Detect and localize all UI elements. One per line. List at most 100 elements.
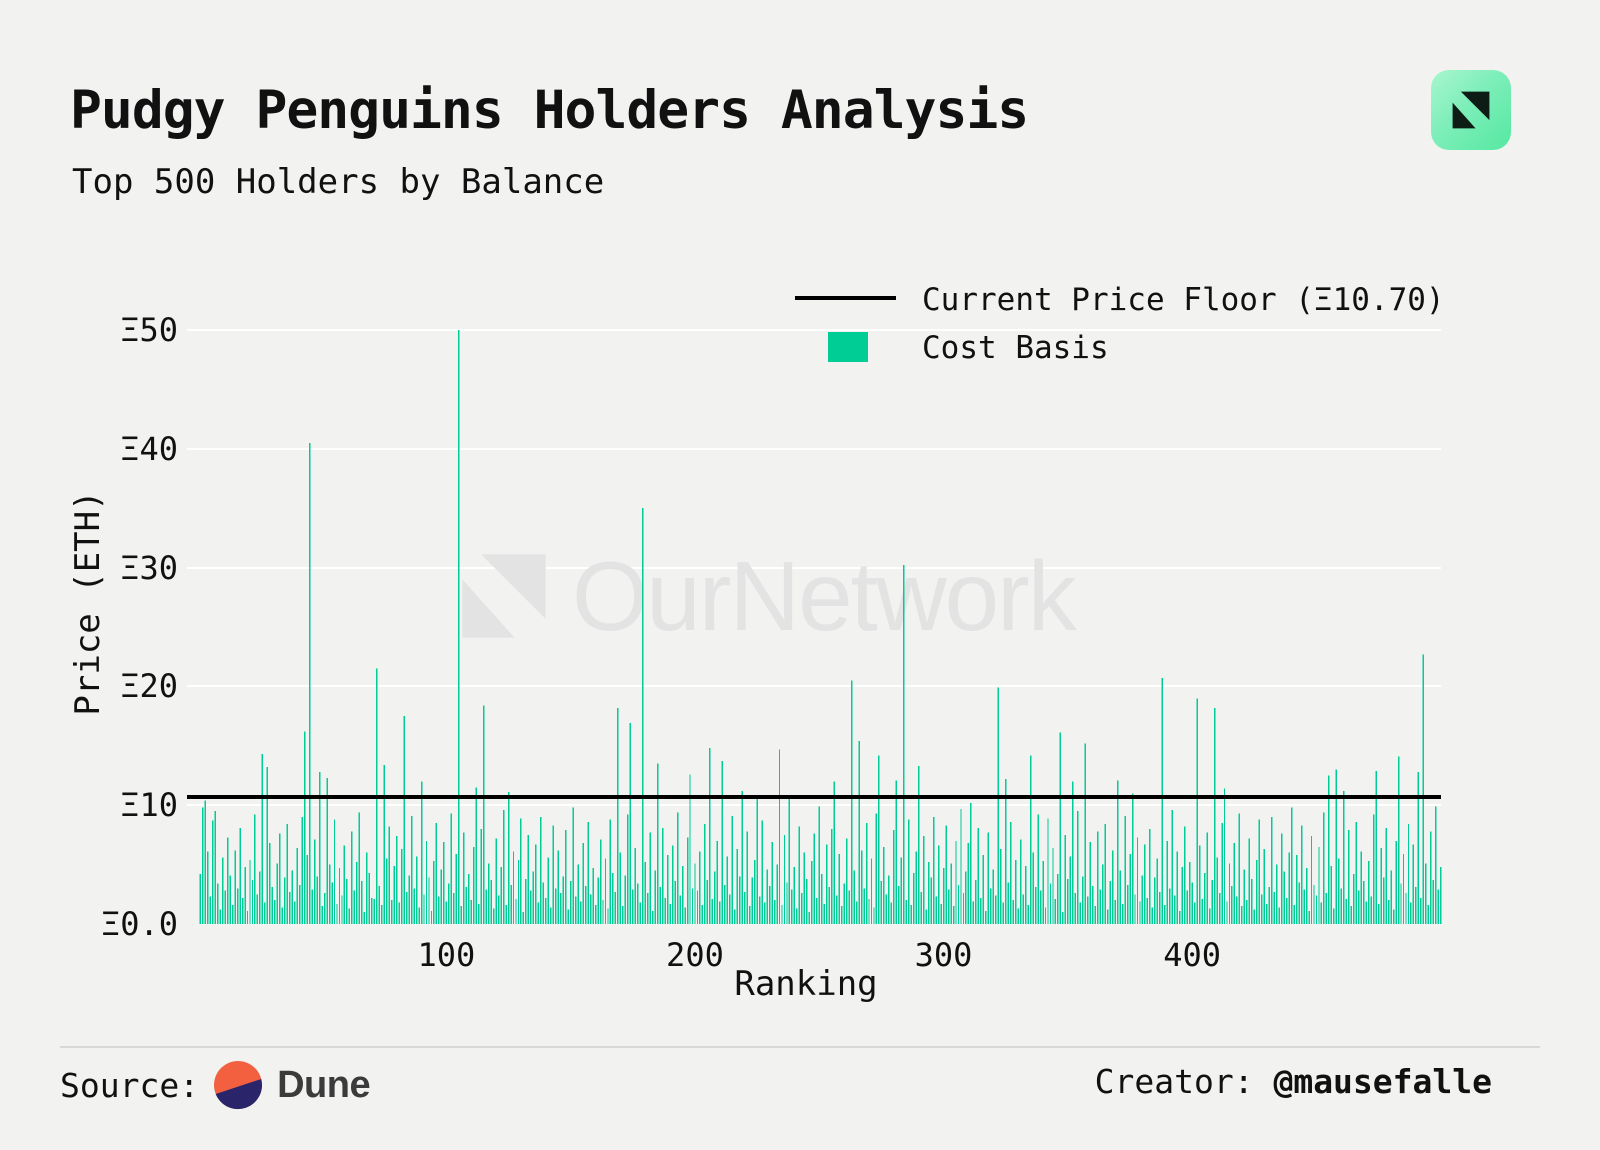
cost-basis-bar xyxy=(515,899,517,924)
watermark-glyph-icon xyxy=(462,554,546,638)
cost-basis-bar xyxy=(873,907,875,924)
cost-basis-bar xyxy=(674,881,676,924)
cost-basis-bar xyxy=(634,847,637,924)
cost-basis-bar xyxy=(224,890,226,924)
cost-basis-bar xyxy=(366,852,368,924)
cost-basis-bar xyxy=(1193,902,1196,924)
cost-basis-bar xyxy=(301,817,303,924)
cost-basis-bar xyxy=(413,888,415,924)
cost-basis-bar xyxy=(1082,876,1084,924)
cost-basis-bar xyxy=(768,885,771,924)
cost-basis-bar xyxy=(1002,902,1004,924)
cost-basis-bar xyxy=(1440,866,1442,924)
cost-basis-bar xyxy=(972,901,975,924)
cost-basis-bar xyxy=(1000,849,1002,924)
cost-basis-bar xyxy=(1288,852,1290,924)
cost-basis-bar xyxy=(323,893,326,924)
cost-basis-bar xyxy=(1161,678,1164,924)
x-tick-label: 400 xyxy=(1163,936,1222,974)
cost-basis-bar xyxy=(1290,807,1293,924)
cost-basis-bar xyxy=(331,882,333,924)
cost-basis-bar xyxy=(604,858,607,924)
cost-basis-bar xyxy=(378,885,380,924)
cost-basis-bar xyxy=(1325,893,1328,924)
cost-basis-bar xyxy=(443,842,445,924)
cost-basis-bar xyxy=(1246,900,1248,924)
cost-basis-bar xyxy=(950,863,952,924)
cost-basis-bar xyxy=(850,680,853,924)
cost-basis-bar xyxy=(1275,864,1278,924)
cost-basis-bar xyxy=(1435,806,1437,924)
cost-basis-bar xyxy=(845,838,848,924)
ournetwork-glyph-icon xyxy=(1452,91,1490,129)
cost-basis-bar xyxy=(624,875,627,924)
cost-basis-bar xyxy=(348,908,351,924)
cost-basis-bar xyxy=(893,830,895,924)
cost-basis-bar xyxy=(656,763,659,924)
cost-basis-bar xyxy=(808,912,811,924)
cost-basis-bar xyxy=(1119,870,1121,924)
cost-basis-bar xyxy=(1298,882,1300,924)
cost-basis-bar xyxy=(532,871,535,924)
cost-basis-bar xyxy=(497,895,500,924)
cost-basis-bar xyxy=(211,820,214,924)
cost-basis-bar xyxy=(311,889,313,924)
cost-basis-bar xyxy=(490,880,492,924)
cost-basis-bar xyxy=(383,764,385,924)
cost-basis-bar xyxy=(361,881,363,924)
cost-basis-bar xyxy=(1415,887,1417,924)
cost-basis-bar xyxy=(694,863,696,924)
cost-basis-bar xyxy=(617,707,619,924)
cost-basis-bar xyxy=(1149,828,1151,924)
cost-basis-bar xyxy=(254,814,256,924)
cost-basis-bar xyxy=(1151,907,1154,924)
cost-basis-bar xyxy=(582,843,584,924)
cost-basis-bar xyxy=(418,907,420,924)
cost-basis-bar xyxy=(649,832,651,924)
cost-basis-bar xyxy=(1099,889,1101,924)
cost-basis-bar xyxy=(229,875,231,924)
cost-basis-bar xyxy=(788,795,791,924)
cost-basis-bar xyxy=(1402,853,1405,924)
cost-basis-bar xyxy=(343,845,346,924)
cost-basis-bar xyxy=(868,899,870,924)
cost-basis-bar xyxy=(1263,849,1266,924)
cost-basis-bar xyxy=(1223,788,1226,924)
cost-basis-bar xyxy=(714,871,716,924)
cost-basis-bar xyxy=(505,904,507,924)
cost-basis-bar xyxy=(696,890,699,924)
cost-basis-bar xyxy=(739,876,741,924)
cost-basis-bar xyxy=(997,687,1000,924)
cost-basis-bar xyxy=(937,845,940,924)
cost-basis-bar xyxy=(811,861,813,924)
cost-basis-bar xyxy=(1333,908,1335,924)
cost-basis-bar xyxy=(525,878,527,924)
cost-basis-bar xyxy=(1198,845,1201,924)
cost-basis-bar xyxy=(967,843,970,924)
cost-basis-bar xyxy=(1191,882,1193,924)
cost-basis-bar xyxy=(388,826,390,924)
cost-basis-bar xyxy=(241,897,244,924)
cost-basis-bar xyxy=(560,893,562,924)
cost-basis-bar xyxy=(512,851,515,924)
cost-basis-bar xyxy=(607,908,609,924)
cost-basis-bar xyxy=(351,831,353,924)
cost-basis-bar xyxy=(594,904,597,924)
cost-basis-bar xyxy=(816,897,818,924)
cost-basis-bar xyxy=(1179,910,1181,924)
cost-basis-bar xyxy=(1293,904,1295,924)
cost-basis-bar xyxy=(279,833,281,924)
cost-basis-bar xyxy=(918,766,920,924)
cost-basis-bar xyxy=(1266,903,1268,924)
cost-basis-bar xyxy=(336,903,338,924)
cost-basis-bar xyxy=(766,869,768,924)
cost-basis-bar xyxy=(256,894,259,924)
cost-basis-bar xyxy=(781,904,783,924)
cost-basis-bar xyxy=(1164,904,1166,924)
cost-basis-bar xyxy=(289,891,291,924)
cost-basis-bar xyxy=(485,889,487,924)
cost-basis-bar xyxy=(547,857,550,924)
cost-basis-bar xyxy=(308,442,311,924)
cost-basis-bar xyxy=(1156,858,1159,924)
cost-basis-bar xyxy=(654,870,656,924)
